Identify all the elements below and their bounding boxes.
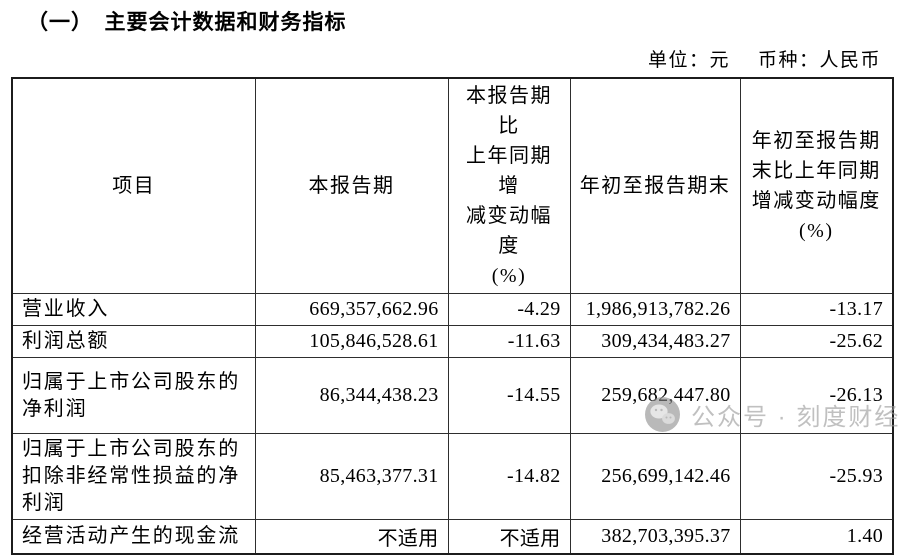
unit-label: 单位：元 [647,50,730,71]
value-cell: -13.17 [739,293,894,326]
value-cell: -25.62 [739,325,894,358]
value-cell: 105,846,528.61 [254,325,449,358]
report-page: （一） 主要会计数据和财务指标 单位：元 币种：人民币 项目 本报告期 本报告期… [11,10,898,555]
value-cell: 669,357,662.96 [254,293,449,326]
value-cell: 1,986,913,782.26 [569,293,741,326]
item-cell: 经营活动产生的现金流 [11,519,256,555]
item-cell: 归属于上市公司股东的扣除非经常性损益的净利润 [11,433,256,520]
value-cell: 382,703,395.37 [569,519,741,555]
value-cell: 256,699,142.46 [569,433,741,520]
value-cell: -14.55 [447,357,571,434]
currency-label: 币种：人民币 [757,50,881,71]
column-header-year-to-date: 年初至报告期末 [569,77,741,294]
value-cell: 85,463,377.31 [254,433,449,520]
value-cell: -11.63 [447,325,571,358]
table-row-revenue: 营业收入 669,357,662.96 -4.29 1,986,913,782.… [11,293,894,326]
item-cell: 归属于上市公司股东的净利润 [11,357,256,434]
column-header-item: 项目 [11,77,256,294]
table-row-operating-cash-flow: 经营活动产生的现金流 不适用 不适用 382,703,395.37 1.40 [11,519,894,555]
value-cell: 不适用 [447,519,571,555]
value-cell: 不适用 [254,519,449,555]
value-cell: -14.82 [447,433,571,520]
financial-indicators-table: 项目 本报告期 本报告期比 上年同期增 减变动幅度 (%) 年初至报告期末 年初… [11,77,894,555]
value-cell: 259,682,447.80 [569,357,741,434]
section-title: （一） 主要会计数据和财务指标 [27,10,347,34]
header-row: 项目 本报告期 本报告期比 上年同期增 减变动幅度 (%) 年初至报告期末 年初… [11,77,894,294]
table-row-net-profit: 归属于上市公司股东的净利润 86,344,438.23 -14.55 259,6… [11,357,894,434]
table-row-total-profit: 利润总额 105,846,528.61 -11.63 309,434,483.2… [11,325,894,358]
table-row-net-profit-excl-nonrecurring: 归属于上市公司股东的扣除非经常性损益的净利润 85,463,377.31 -14… [11,433,894,520]
column-header-current-period: 本报告期 [254,77,449,294]
value-cell: 86,344,438.23 [254,357,449,434]
value-cell: -4.29 [447,293,571,326]
unit-currency-line: 单位：元 币种：人民币 [648,45,881,72]
value-cell: 1.40 [739,519,894,555]
item-cell: 营业收入 [11,293,256,326]
value-cell: 309,434,483.27 [569,325,741,358]
column-header-year-to-date-change: 年初至报告期 末比上年同期 增减变动幅度 (%) [739,77,894,294]
item-cell: 利润总额 [11,325,256,358]
value-cell: -26.13 [739,357,894,434]
value-cell: -25.93 [739,433,894,520]
column-header-current-period-change: 本报告期比 上年同期增 减变动幅度 (%) [447,77,571,294]
